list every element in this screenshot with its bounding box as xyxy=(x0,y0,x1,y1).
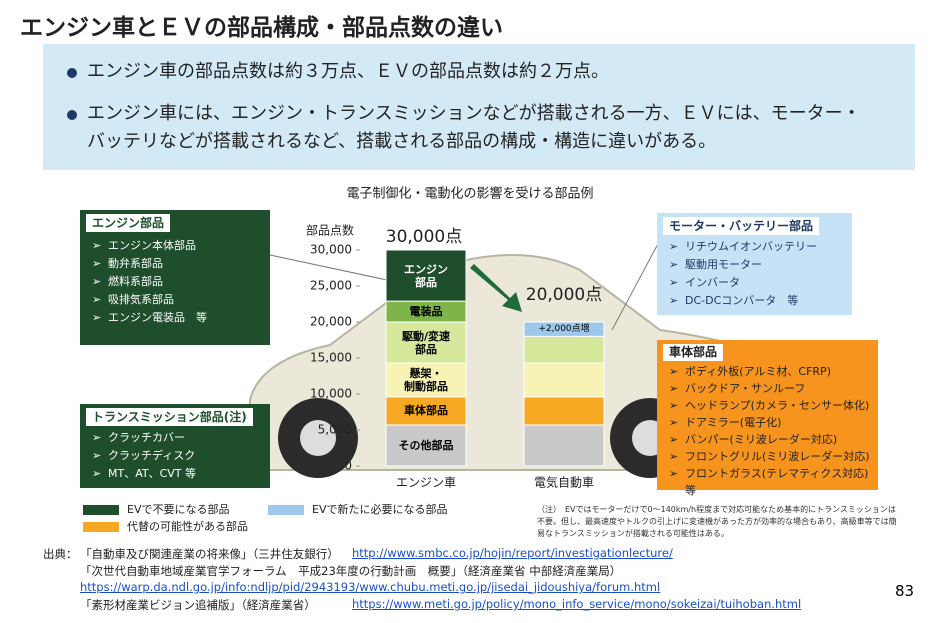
slide-title: エンジン車とＥＶの部品構成・部品点数の違い xyxy=(20,15,503,41)
list-item: バックドア・サンルーフ xyxy=(669,380,878,397)
bar-segment xyxy=(385,321,467,364)
body-box: 車体部品ボディ外板(アルミ材、CFRP)バックドア・サンルーフヘッドランプ(カメ… xyxy=(657,340,878,497)
segment-label: 駆動/変速 部品 xyxy=(401,329,451,356)
list-item: フロントグリル(ミリ波レーダー対応) xyxy=(669,448,878,465)
bullet-text: エンジン車の部品点数は約３万点、ＥＶの部品点数は約２万点。 xyxy=(87,61,609,82)
box-title: エンジン部品 xyxy=(86,214,171,232)
y-tick-label: 20,000 xyxy=(310,315,352,329)
segment-label: 懸架・ 制動部品 xyxy=(404,366,448,393)
bullet: エンジン車の部品点数は約３万点、ＥＶの部品点数は約２万点。 xyxy=(67,58,887,86)
source-text: 「自動車及び関連産業の将来像」（三井住友銀行） xyxy=(80,547,339,561)
y-tick-label: 25,000 xyxy=(310,279,352,293)
list-item: 吸排気系部品 xyxy=(92,291,270,309)
x-tick-label: エンジン車 xyxy=(396,476,456,490)
bullet-text: エンジン車には、エンジン・トランスミッションなどが搭載される一方、ＥＶには、モー… xyxy=(87,103,861,152)
segment-label: +2,000点増 xyxy=(538,323,590,334)
segment-label: 電装品 xyxy=(409,305,443,319)
y-tick-label: 5,000 xyxy=(318,423,352,437)
bar-segment xyxy=(385,396,467,426)
arrow xyxy=(470,264,522,312)
page-number: 83 xyxy=(895,582,915,600)
segment-label-box: +2,000点増 xyxy=(538,323,590,334)
source-text: 「素形材産業ビジョン追補版」（経済産業省） xyxy=(80,598,316,612)
list-item: エンジン本体部品 xyxy=(92,237,270,255)
source-url[interactable]: https://www.meti.go.jp/policy/mono_info_… xyxy=(352,597,802,611)
segment-label-box: 駆動/変速 部品 xyxy=(401,329,451,356)
bar-segment xyxy=(523,321,605,337)
y-tick-label: 10,000 xyxy=(310,387,352,401)
y-tick-label: 15,000 xyxy=(310,351,352,365)
y-axis-label: 部品点数 xyxy=(306,223,354,238)
total-label: 20,000点 xyxy=(526,285,602,305)
source-url[interactable]: https://warp.da.ndl.go.jp/info:ndljp/pid… xyxy=(80,580,661,594)
list-item: インバータ xyxy=(669,274,852,292)
connector xyxy=(611,239,661,331)
bar-segment xyxy=(523,424,605,467)
segment-label-box: エンジン 部品 xyxy=(404,262,448,289)
list-item: 駆動用モーター xyxy=(669,256,852,274)
y-tick-label: 30,000 xyxy=(310,243,352,257)
list-item: DC-DCコンバータ 等 xyxy=(669,292,852,310)
x-tick-label: 電気自動車 xyxy=(534,475,594,490)
bar-segment xyxy=(523,396,605,426)
box-title: モーター・バッテリー部品 xyxy=(663,217,820,235)
list-item: エンジン電装品 等 xyxy=(92,309,270,327)
bar-segment xyxy=(385,362,467,398)
list-item: ヘッドランプ(カメラ・センサー体化) xyxy=(669,397,878,414)
list-item: MT、AT、CVT 等 xyxy=(92,465,270,483)
chart-title: 電子制御化・電動化の影響を受ける部品例 xyxy=(346,186,593,202)
total-label: 30,000点 xyxy=(386,227,462,247)
segment-label-box: 電装品 xyxy=(409,305,443,319)
source-url[interactable]: http://www.smbc.co.jp/hojin/report/inves… xyxy=(352,546,673,560)
bullet-panel: エンジン車の部品点数は約３万点、ＥＶの部品点数は約２万点。 エンジン車には、エン… xyxy=(43,44,915,170)
source-label: 出典： xyxy=(43,547,78,561)
transmission-box: トランスミッション部品(注) クラッチカバークラッチディスクMT、AT、CVT 等 xyxy=(80,404,270,488)
note: （注） EVではモーターだけで0～140km/h程度まで対応可能なため基本的にト… xyxy=(537,505,897,538)
box-title: トランスミッション部品(注) xyxy=(86,408,253,426)
segment-label-box: 車体部品 xyxy=(404,404,448,418)
bar-segment xyxy=(523,362,605,398)
legend-swatch xyxy=(83,522,119,532)
engine-box: エンジン部品エンジン本体部品動弁系部品燃料系部品吸排気系部品エンジン電装品 等 xyxy=(80,210,270,345)
list-item: バンパー(ミリ波レーダー対応) xyxy=(669,431,878,448)
motor-box: モーター・バッテリー部品リチウムイオンバッテリー駆動用モーターインバータDC-D… xyxy=(657,213,852,315)
segment-label: エンジン 部品 xyxy=(404,262,448,289)
y-tick-label: 0 xyxy=(344,459,352,473)
list-item: 動弁系部品 xyxy=(92,255,270,273)
segment-label-box: その他部品 xyxy=(398,438,454,452)
legend-label: 代替の可能性がある部品 xyxy=(127,519,248,533)
segment-label-box: 懸架・ 制動部品 xyxy=(404,366,448,393)
bar-segment xyxy=(385,424,467,467)
box-title: 車体部品 xyxy=(663,344,724,361)
segment-label: その他部品 xyxy=(398,438,454,452)
segment-label: 車体部品 xyxy=(404,404,448,418)
bar-segment xyxy=(385,249,467,302)
list-item: リチウムイオンバッテリー xyxy=(669,238,852,256)
connector xyxy=(269,254,388,281)
list-item: フロントガラス(テレマティクス対応)等 xyxy=(669,465,878,499)
legend-swatch xyxy=(83,505,119,515)
list-item: 燃料系部品 xyxy=(92,273,270,291)
wheel-hub xyxy=(300,420,336,456)
bar-segment xyxy=(523,335,605,364)
list-item: ドアミラー(電子化) xyxy=(669,414,878,431)
list-item: クラッチディスク xyxy=(92,447,270,465)
legend-swatch xyxy=(268,505,304,515)
list-item: ボディ外板(アルミ材、CFRP) xyxy=(669,363,878,380)
list-item: クラッチカバー xyxy=(92,429,270,447)
legend-label: EVで新たに必要になる部品 xyxy=(312,502,447,516)
bullet: エンジン車には、エンジン・トランスミッションなどが搭載される一方、ＥＶには、モー… xyxy=(67,100,877,156)
source-text: 「次世代自動車地域産業官学フォーラム 平成23年度の行動計画 概要」（経済産業省… xyxy=(80,564,622,578)
legend-label: EVで不要になる部品 xyxy=(127,502,229,516)
